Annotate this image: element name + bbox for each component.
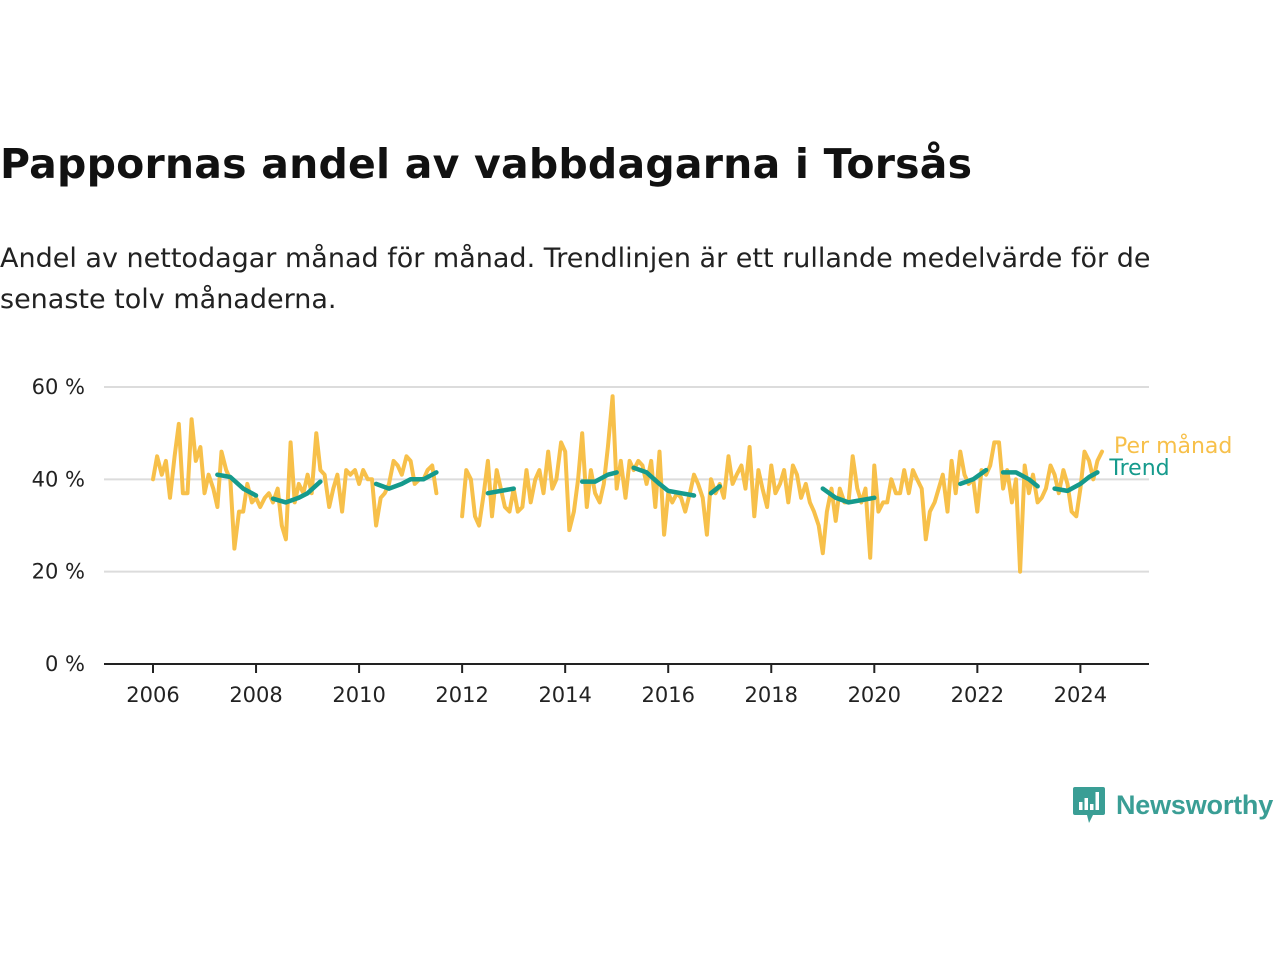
x-tick-label: 2020 (848, 683, 901, 707)
series-trend (215, 465, 1100, 505)
x-tick-label: 2016 (641, 683, 694, 707)
series-line (631, 465, 697, 498)
chart-subtitle: Andel av nettodagar månad för månad. Tre… (0, 243, 1151, 315)
x-tick-label: 2018 (745, 683, 798, 707)
brand-logo: Newsworthy (1072, 785, 1273, 825)
x-tick-label: 2012 (435, 683, 488, 707)
series-layer (151, 394, 1104, 574)
legend-label: Trend (1108, 456, 1169, 481)
y-tick-label: 60 % (32, 375, 85, 399)
x-tick-label: 2010 (332, 683, 385, 707)
brand-name: Newsworthy (1116, 789, 1274, 820)
series-line (958, 467, 989, 487)
x-tick-label: 2008 (229, 683, 282, 707)
series-line (579, 470, 619, 484)
series-line (373, 470, 439, 491)
series-line (1000, 470, 1040, 489)
series-line (460, 394, 1104, 574)
series-line (1052, 470, 1100, 494)
legend-label: Per månad (1114, 433, 1232, 459)
series-line (708, 484, 722, 496)
y-tick-label: 40 % (32, 467, 85, 491)
line-chart: 0 % 20 % 40 % 60 % 2006 2008 2010 2012 2014 2016… (32, 375, 1233, 707)
series-line (820, 486, 877, 505)
newsworthy-logo-icon (1073, 787, 1105, 823)
chart-title: Pappornas andel av vabbdagarna i Torsås (0, 140, 973, 188)
y-tick-label: 20 % (32, 560, 85, 584)
series-line (270, 479, 323, 505)
x-tick-label: 2024 (1054, 683, 1107, 707)
y-tick-label: 0 % (45, 652, 85, 676)
series-line (485, 486, 516, 496)
series-line (151, 417, 439, 551)
x-axis: 2006 2008 2010 2012 2014 2016 2018 2020 2022 2024 (104, 663, 1149, 707)
x-tick-label: 2014 (538, 683, 591, 707)
x-tick-label: 2022 (951, 683, 1004, 707)
y-axis: 0 % 20 % 40 % 60 % (32, 375, 85, 676)
series-line (215, 472, 259, 498)
series-monthly (151, 394, 1104, 574)
x-tick-label: 2006 (126, 683, 179, 707)
